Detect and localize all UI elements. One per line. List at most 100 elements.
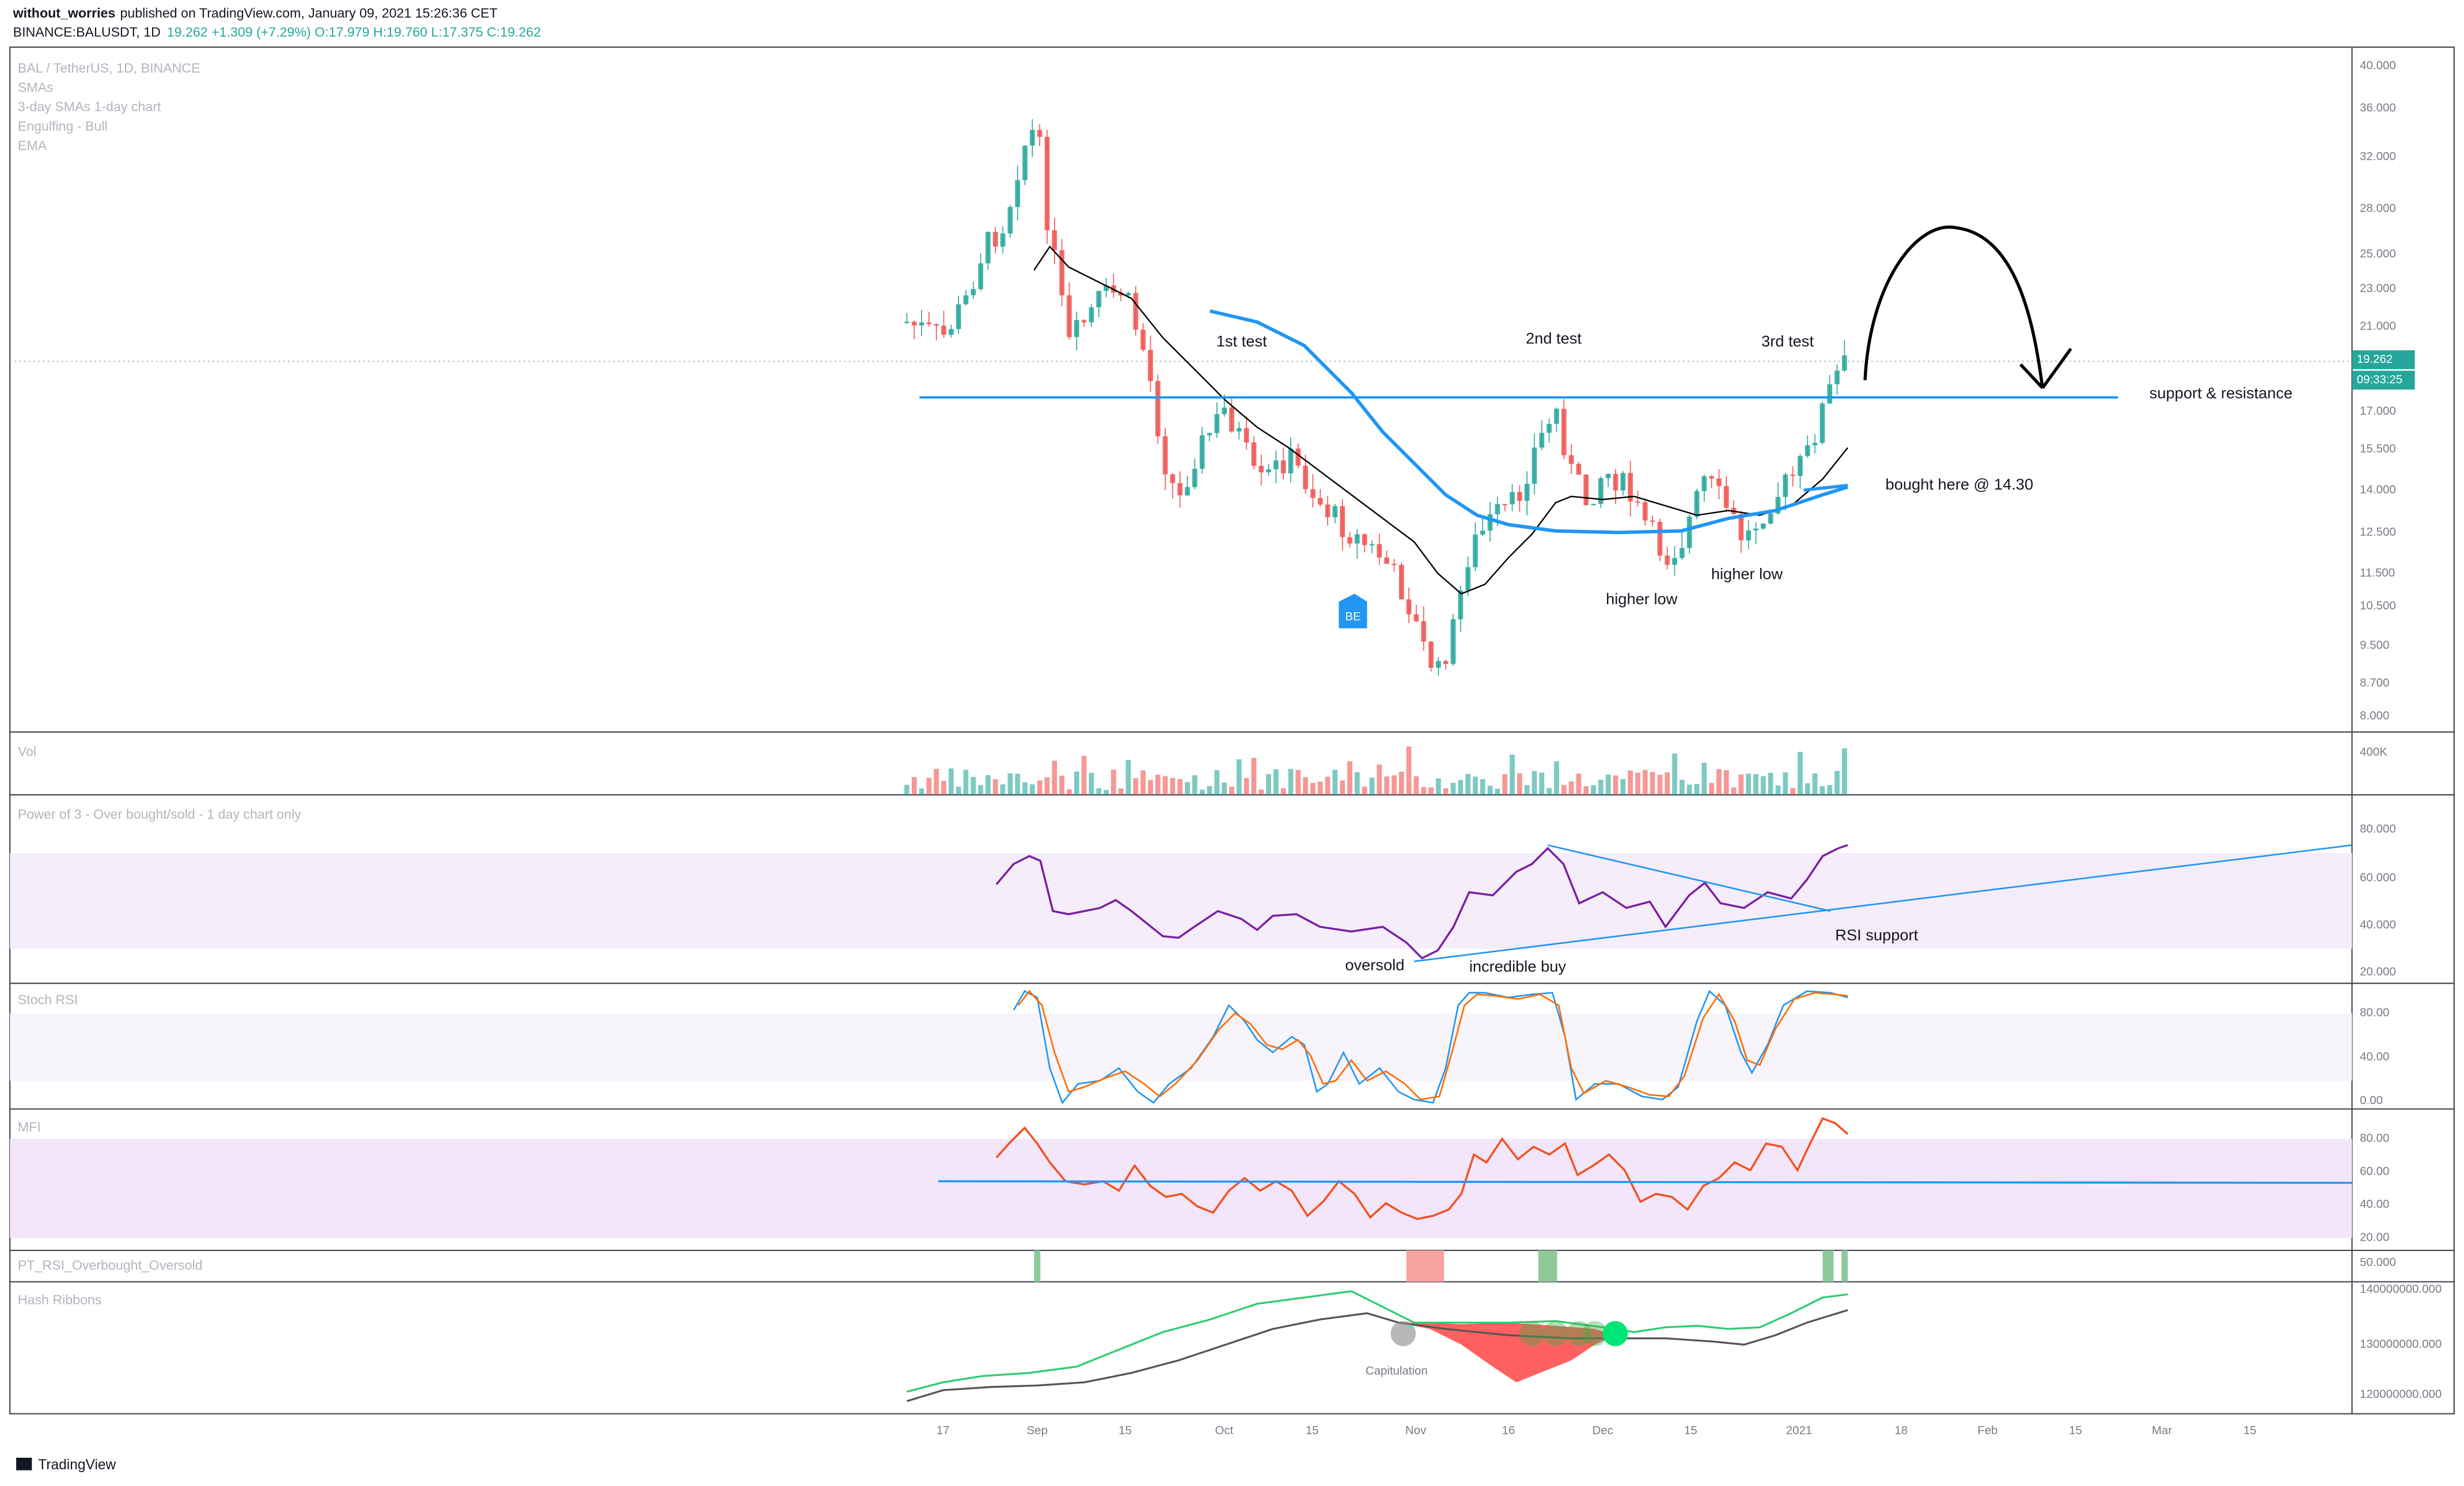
- legend-item: 3-day SMAs 1-day chart: [18, 99, 161, 114]
- panel-tick-label: 130000000.000: [2360, 1337, 2442, 1351]
- hash-fast-line: [907, 1290, 1848, 1393]
- volume-bar: [1406, 746, 1412, 795]
- legend-item: SMAs: [18, 80, 54, 95]
- candle-body: [1288, 448, 1294, 473]
- candle-body: [1783, 474, 1788, 497]
- panel-title: PT_RSI_Overbought_Oversold: [18, 1257, 203, 1272]
- candle-body: [1694, 491, 1700, 517]
- volume-bar: [1834, 771, 1840, 795]
- candle-body: [1620, 473, 1626, 491]
- volume-bar: [1222, 782, 1227, 795]
- sma-line: [1033, 245, 1849, 595]
- legend-item: BAL / TetherUS, 1D, BINANCE: [18, 60, 200, 75]
- volume-bar: [1812, 773, 1818, 795]
- panel-tick-label: 400K: [2360, 745, 2387, 759]
- candle-body: [1436, 661, 1441, 668]
- price-tick-label: 32.000: [2360, 150, 2396, 163]
- candle-body: [1428, 641, 1434, 668]
- candle-body: [1236, 428, 1242, 432]
- candle-body: [1450, 619, 1456, 664]
- volume-bar: [1125, 760, 1131, 795]
- candle-body: [1591, 503, 1596, 506]
- candle-body: [1546, 423, 1552, 433]
- volume-bar: [1340, 780, 1345, 795]
- texts: without_worries published on TradingView.…: [13, 6, 2442, 1473]
- time-tick-label: 15: [1119, 1424, 1132, 1437]
- annotation: 1st test: [1216, 332, 1267, 350]
- panel-title: Vol: [18, 744, 36, 759]
- candle-body: [1214, 414, 1220, 433]
- candle-body: [1015, 180, 1021, 207]
- volume-bar: [1680, 779, 1685, 795]
- price-tick-label: 36.000: [2360, 101, 2396, 115]
- price-tick-label: 40.000: [2360, 59, 2396, 72]
- panel-title: Power of 3 - Over bought/sold - 1 day ch…: [18, 807, 301, 822]
- price-tag-box: [2352, 350, 2415, 369]
- volume-bar: [1827, 785, 1833, 795]
- candle-body: [1229, 407, 1234, 432]
- volume-bar: [1620, 779, 1626, 795]
- candle-body: [1384, 557, 1389, 564]
- volume-bar: [1081, 756, 1087, 795]
- candle-body: [1177, 483, 1183, 496]
- be-marker: [1339, 593, 1367, 628]
- volume-bar: [1701, 763, 1707, 795]
- time-tick-label: Dec: [1592, 1424, 1613, 1437]
- candle-body: [1539, 433, 1545, 448]
- candle-body: [1148, 350, 1153, 381]
- volume-bar: [1052, 760, 1057, 795]
- panel-tick-label: 40.00: [2360, 1050, 2389, 1063]
- candle-body: [1295, 448, 1301, 466]
- volume-bar: [1798, 752, 1803, 795]
- volume-bar: [1428, 787, 1434, 795]
- annotation: bought here @ 14.30: [1886, 475, 2034, 493]
- time-tick-label: 15: [2243, 1424, 2257, 1437]
- volume-bar: [1716, 769, 1722, 795]
- price-tick-label: 15.500: [2360, 442, 2396, 455]
- candle-body: [1657, 521, 1663, 556]
- candle-body: [1443, 661, 1449, 664]
- volume-bar: [1665, 772, 1670, 795]
- panel-tick-label: 50.000: [2360, 1256, 2396, 1269]
- candle-body: [1842, 355, 1847, 371]
- rsi-line: [995, 844, 1848, 960]
- price-tick-label: 8.700: [2360, 676, 2389, 689]
- candle-body: [1672, 558, 1677, 565]
- volume-bar: [1111, 769, 1116, 795]
- timer-tag-box: [2352, 370, 2415, 390]
- candle-body: [1074, 320, 1079, 338]
- candle-body: [1030, 130, 1035, 146]
- price-tick-label: 28.000: [2360, 202, 2396, 215]
- candle-body: [1716, 478, 1722, 486]
- time-tick-label: 17: [937, 1424, 950, 1437]
- candle-body: [1805, 445, 1810, 456]
- candle-body: [1738, 514, 1744, 541]
- candle-body: [1199, 435, 1205, 469]
- annotation: 3rd test: [1761, 332, 1814, 350]
- price-tick-label: 9.500: [2360, 638, 2389, 651]
- candle-body: [1524, 483, 1530, 501]
- candle-body: [1761, 523, 1766, 529]
- panel-tick-label: 40.000: [2360, 918, 2396, 931]
- price-tick-label: 14.000: [2360, 483, 2396, 496]
- candle-body: [1125, 293, 1131, 295]
- volume-bar: [926, 778, 932, 795]
- annotation: higher low: [1606, 590, 1678, 608]
- panel-title: Hash Ribbons: [18, 1292, 102, 1307]
- volume-bar: [1487, 786, 1493, 795]
- volume-bar: [1244, 778, 1249, 795]
- volume-bar: [1362, 786, 1367, 795]
- candle-body: [1398, 564, 1404, 600]
- header-published: published on TradingView.com, January 09…: [120, 6, 497, 21]
- candle-body: [1709, 476, 1714, 479]
- candle-body: [1207, 433, 1212, 435]
- panel-tick-label: 80.00: [2360, 1006, 2389, 1019]
- volume-bar: [1568, 781, 1574, 795]
- candle-body: [963, 295, 969, 305]
- volume-bar: [1192, 775, 1197, 795]
- candle-body: [1819, 403, 1825, 443]
- volume-bar: [978, 785, 984, 795]
- volume-bar: [1443, 788, 1449, 795]
- volume-bar: [1502, 774, 1508, 795]
- volume-bar: [1251, 758, 1257, 795]
